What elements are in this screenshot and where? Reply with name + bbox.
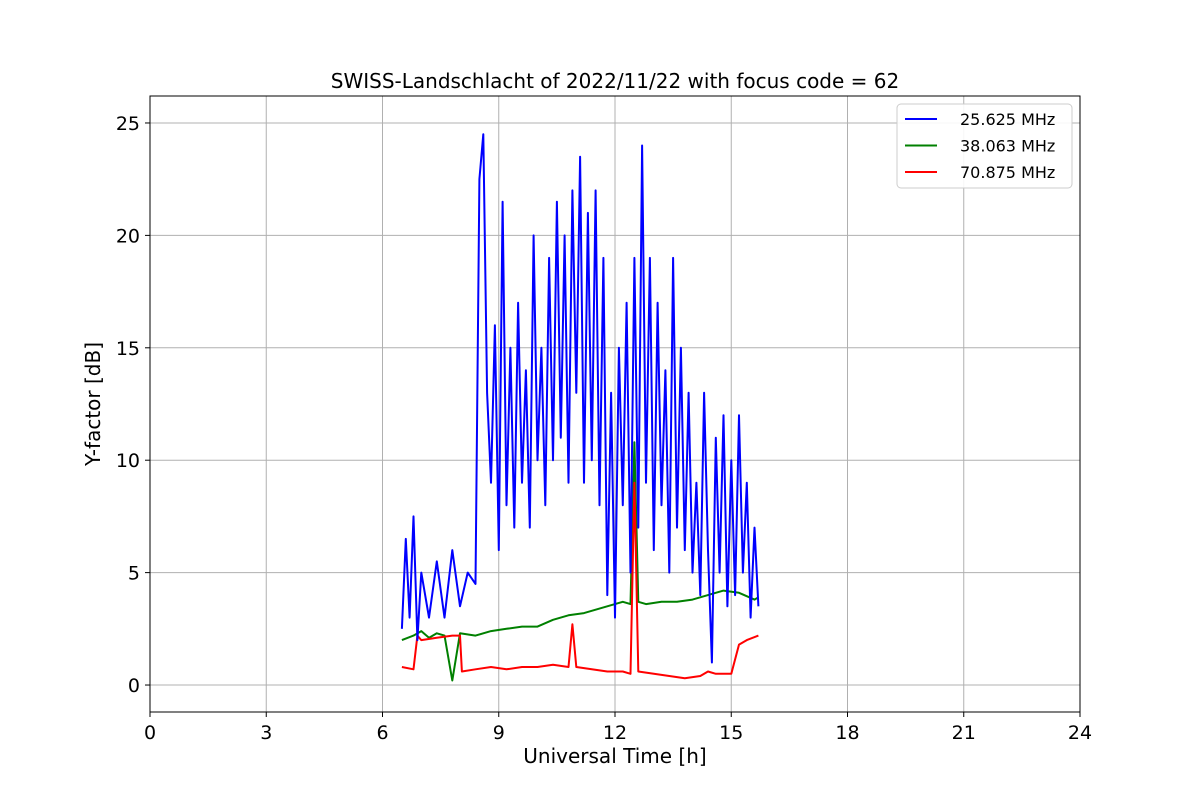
x-axis: 0 3 6 9 12 15 18 21 24 bbox=[144, 712, 1092, 744]
y-axis-title: Y-factor [dB] bbox=[81, 342, 105, 467]
y-tick-label: 25 bbox=[116, 113, 140, 135]
legend-label: 70.875 MHz bbox=[960, 163, 1055, 182]
x-tick-label: 21 bbox=[952, 722, 976, 744]
y-axis: 0 5 10 15 20 25 bbox=[116, 113, 150, 697]
y-tick-label: 5 bbox=[128, 563, 140, 585]
x-tick-label: 18 bbox=[835, 722, 859, 744]
legend: 25.625 MHz 38.063 MHz 70.875 MHz bbox=[896, 103, 1073, 189]
x-tick-label: 24 bbox=[1068, 722, 1092, 744]
legend-label: 38.063 MHz bbox=[960, 137, 1055, 156]
x-tick-label: 3 bbox=[260, 722, 272, 744]
series-line-2 bbox=[401, 481, 759, 680]
chart-title: SWISS-Landschlacht of 2022/11/22 with fo… bbox=[331, 69, 899, 93]
x-axis-title: Universal Time [h] bbox=[523, 744, 706, 768]
legend-box bbox=[896, 103, 1073, 189]
x-tick-label: 9 bbox=[493, 722, 505, 744]
legend-label: 25.625 MHz bbox=[960, 110, 1055, 129]
series-line-0 bbox=[400, 133, 760, 664]
x-tick-label: 12 bbox=[603, 722, 627, 744]
y-tick-label: 10 bbox=[116, 450, 140, 472]
y-tick-label: 20 bbox=[116, 225, 140, 247]
x-tick-label: 0 bbox=[144, 722, 156, 744]
y-tick-label: 0 bbox=[128, 675, 140, 697]
x-tick-label: 6 bbox=[376, 722, 388, 744]
y-tick-label: 15 bbox=[116, 338, 140, 360]
series-line-1 bbox=[401, 441, 759, 682]
series-layer bbox=[400, 133, 760, 682]
x-tick-label: 15 bbox=[719, 722, 743, 744]
